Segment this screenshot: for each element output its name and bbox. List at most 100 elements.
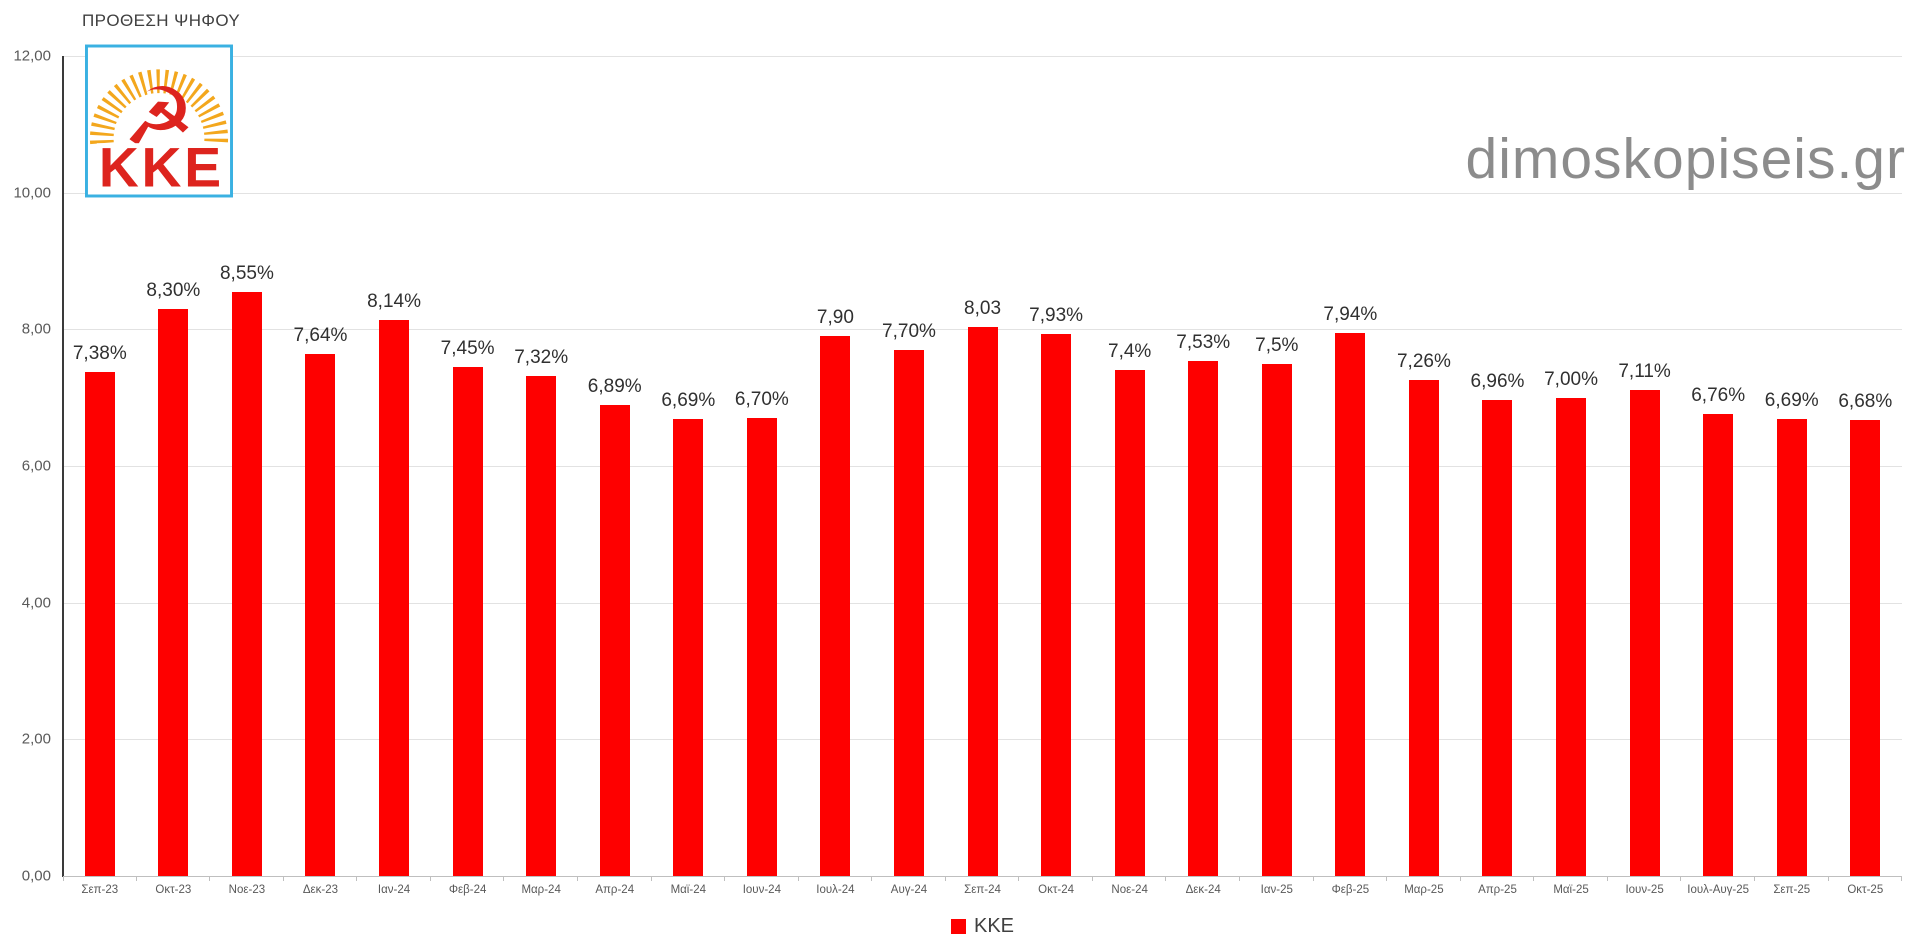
bar-value-label: 6,96%	[1470, 371, 1525, 393]
gridline-0	[63, 876, 1902, 877]
x-axis-tick	[1533, 876, 1535, 881]
bar-value-label: 6,76%	[1691, 385, 1746, 407]
bar-value-label: 6,68%	[1838, 390, 1893, 412]
x-tick-label: Ιουλ-24	[816, 884, 855, 896]
bar-Νοε-24	[1114, 370, 1145, 876]
bar-Οκτ-23	[158, 308, 189, 876]
bar-Μαρ-25	[1408, 379, 1439, 876]
x-tick-label: Σεπ-24	[964, 884, 1001, 896]
bar-Απρ-24	[599, 405, 630, 876]
bar-Ιαν-25	[1261, 363, 1292, 876]
y-tick-label: 12,00	[13, 47, 51, 65]
bar-value-label: 7,64%	[293, 324, 348, 346]
y-tick-label: 8,00	[21, 320, 51, 338]
bar-slot: 8,14% Ιαν-24	[357, 56, 431, 896]
x-tick-label: Σεπ-25	[1773, 884, 1811, 896]
x-axis-tick	[650, 876, 652, 881]
x-tick-label: Οκτ-25	[1847, 884, 1884, 896]
bar-value-label: 6,70%	[734, 389, 789, 411]
bar-slot: 7,94% Φεβ-25	[1314, 56, 1388, 896]
x-tick-label: Απρ-24	[595, 884, 635, 896]
bar-value-label: 8,03	[964, 298, 1002, 320]
bar-Οκτ-24	[1041, 334, 1072, 876]
x-tick-label: Ιουν-25	[1625, 884, 1664, 896]
bar-Δεκ-24	[1188, 361, 1219, 876]
x-tick-label: Φεβ-24	[448, 884, 487, 896]
bar-Σεπ-23	[84, 371, 115, 876]
bar-value-label: 8,30%	[146, 279, 201, 301]
bar-slot: 8,55% Νοε-23	[210, 56, 284, 896]
bar-value-label: 7,00%	[1544, 368, 1598, 390]
x-axis-tick	[209, 876, 211, 881]
bar-value-label: 7,90	[816, 307, 854, 329]
x-tick-label: Νοε-24	[1111, 884, 1148, 896]
bar-Μαϊ-24	[673, 418, 704, 876]
bar-slot: 6,76% Ιουλ-Αυγ-25	[1681, 56, 1755, 896]
bar-slot: 6,69% Μαϊ-24	[652, 56, 726, 896]
x-axis-tick	[797, 876, 799, 881]
bar-Μαρ-24	[526, 375, 557, 876]
watermark-text: dimoskopiseis.gr	[1465, 127, 1906, 191]
x-axis-tick	[1753, 876, 1755, 881]
x-axis-tick	[871, 876, 873, 881]
x-tick-label: Ιουλ-Αυγ-25	[1687, 884, 1750, 896]
kke-logo-svg: ☭ KKE	[85, 44, 233, 199]
bar-slot: 7,53% Δεκ-24	[1166, 56, 1240, 896]
x-axis-tick	[1901, 876, 1903, 881]
y-tick-label: 0,00	[21, 867, 51, 885]
bar-slot: 8,03 Σεπ-24	[946, 56, 1020, 896]
bar-Ιουλ-Αυγ-25	[1703, 414, 1734, 876]
bar-value-label: 7,70%	[882, 320, 936, 342]
bar-slot: 6,69% Σεπ-25	[1755, 56, 1829, 896]
x-tick-label: Μαρ-25	[1404, 884, 1444, 896]
bar-value-label: 8,14%	[367, 290, 421, 312]
x-tick-label: Οκτ-23	[155, 884, 192, 896]
x-axis-tick	[429, 876, 431, 881]
bar-slot: 7,70% Αυγ-24	[872, 56, 946, 896]
logo-text-backing	[96, 143, 222, 191]
bar-Φεβ-24	[452, 366, 483, 876]
y-tick-label: 2,00	[21, 730, 51, 748]
bar-Δεκ-23	[305, 353, 336, 876]
bar-slot: 8,30% Οκτ-23	[137, 56, 211, 896]
x-tick-label: Μαϊ-24	[670, 884, 706, 896]
x-axis-tick	[944, 876, 946, 881]
x-tick-label: Ιαν-24	[377, 884, 411, 896]
x-axis-tick	[724, 876, 726, 881]
bar-slot: 7,00% Μαϊ-25	[1534, 56, 1608, 896]
bar-value-label: 8,55%	[219, 262, 274, 284]
x-axis-tick	[63, 876, 64, 881]
bar-value-label: 7,11%	[1618, 361, 1671, 383]
x-tick-label: Μαρ-24	[521, 884, 561, 896]
bar-slot: 6,68% Οκτ-25	[1829, 56, 1903, 896]
bar-Ιουν-24	[746, 418, 777, 876]
x-axis-tick	[1165, 876, 1167, 881]
x-axis-tick	[1459, 876, 1461, 881]
bar-Απρ-25	[1482, 400, 1513, 876]
bar-Αυγ-24	[893, 349, 924, 876]
bars-container: 7,38% Σεπ-23 8,30% Οκτ-23 8,55% Νοε-23 7,64% Δε…	[63, 56, 1903, 896]
bar-Νοε-23	[231, 291, 262, 876]
bar-value-label: 7,53%	[1176, 332, 1231, 354]
y-axis-line	[62, 56, 64, 877]
x-axis-tick	[1091, 876, 1093, 881]
x-tick-label: Μαϊ-25	[1553, 884, 1589, 896]
x-axis-tick	[356, 876, 358, 881]
bar-slot: 6,96% Απρ-25	[1461, 56, 1535, 896]
x-axis-tick	[1386, 876, 1388, 881]
bar-Σεπ-25	[1776, 418, 1807, 876]
bar-slot: 7,64% Δεκ-23	[284, 56, 358, 896]
x-axis-tick	[282, 876, 284, 881]
x-tick-label: Σεπ-23	[81, 884, 119, 896]
bar-slot: 7,4% Νοε-24	[1093, 56, 1167, 896]
x-axis-tick	[1018, 876, 1020, 881]
plot-area: 12,00 10,00 8,00 6,00 4,00 2,00 0,00 7,38% Σεπ-…	[13, 48, 1903, 896]
bar-value-label: 7,5%	[1255, 334, 1299, 356]
legend: ΚΚΕ	[63, 915, 1902, 938]
gridline-12	[63, 56, 1902, 57]
x-tick-label: Ιαν-25	[1260, 884, 1293, 896]
bar-slot: 7,93% Οκτ-24	[1019, 56, 1093, 896]
bar-slot: 7,38% Σεπ-23	[63, 56, 137, 896]
bar-slot: 7,5% Ιαν-25	[1240, 56, 1314, 896]
bar-Μαϊ-25	[1556, 397, 1587, 876]
